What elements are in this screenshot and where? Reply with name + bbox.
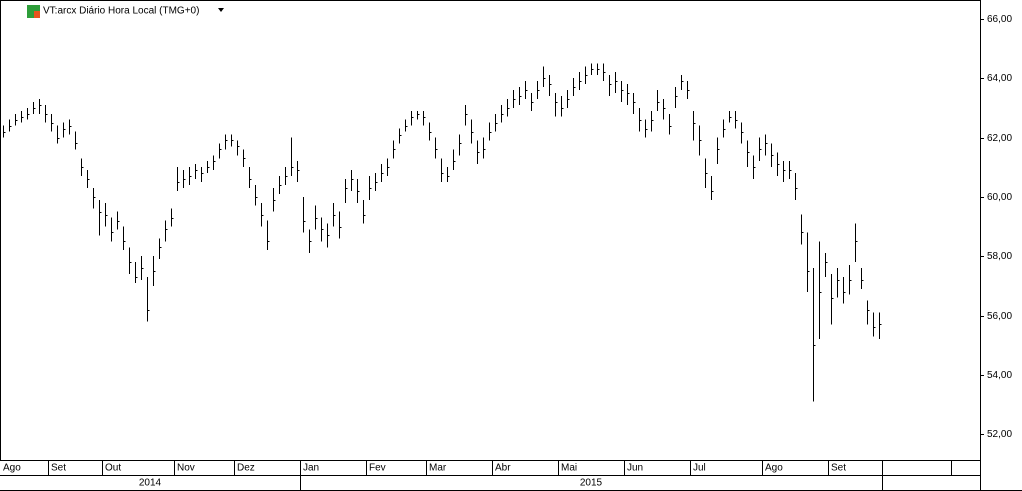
y-tick-label: 52,00 <box>987 429 1012 440</box>
month-label: Ago <box>3 463 21 474</box>
month-label: Abr <box>495 463 511 474</box>
y-tick-label: 66,00 <box>987 14 1012 25</box>
y-tick-label: 60,00 <box>987 192 1012 203</box>
month-label: Set <box>831 463 846 474</box>
month-label: Out <box>105 463 121 474</box>
month-label: Set <box>51 463 66 474</box>
dropdown-arrow[interactable] <box>218 8 224 12</box>
month-label: Mar <box>429 463 447 474</box>
month-label: Ago <box>765 463 783 474</box>
y-tick-label: 58,00 <box>987 251 1012 262</box>
month-label: Nov <box>177 463 195 474</box>
plot-frame <box>0 0 981 461</box>
month-label: Jun <box>627 463 643 474</box>
month-label: Dez <box>237 463 255 474</box>
month-label: Jul <box>693 463 706 474</box>
symbol-icon <box>27 5 40 18</box>
year-label: 2014 <box>139 478 162 489</box>
month-label: Jan <box>303 463 319 474</box>
year-label: 2015 <box>580 478 603 489</box>
month-label: Mai <box>561 463 577 474</box>
y-tick-label: 56,00 <box>987 311 1012 322</box>
chart-title[interactable]: VT:arcx Diário Hora Local (TMG+0) <box>43 6 199 17</box>
y-tick-label: 62,00 <box>987 133 1012 144</box>
month-label: Fev <box>369 463 386 474</box>
y-tick-label: 54,00 <box>987 370 1012 381</box>
y-tick-label: 64,00 <box>987 73 1012 84</box>
